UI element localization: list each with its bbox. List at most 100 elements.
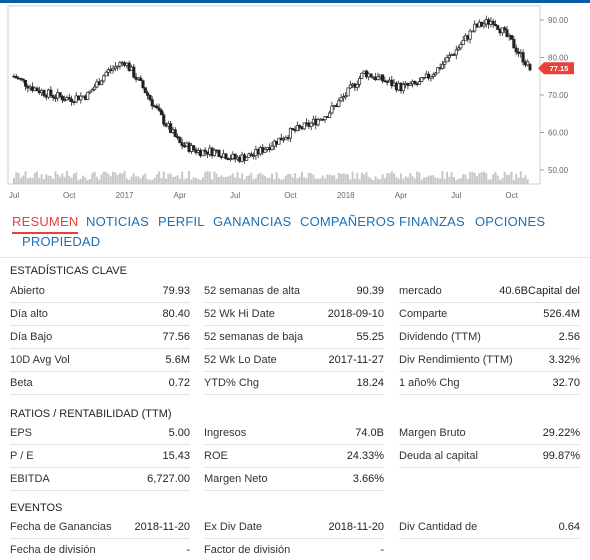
volume-bar <box>29 177 32 184</box>
tab-perfil[interactable]: PERFIL <box>158 214 205 229</box>
volume-bar <box>517 177 520 184</box>
price-chart[interactable]: 90.00 80.00 70.00 60.00 50.00 Jul Oct 2017 Apr Ju… <box>0 4 590 204</box>
candle-body <box>162 114 166 125</box>
volume-bar <box>17 172 20 184</box>
tab-ganancias[interactable]: GANANCIAS <box>213 214 292 229</box>
candle-body <box>86 92 90 100</box>
volume-bar <box>420 179 423 184</box>
volume-bar <box>38 177 41 184</box>
volume-bar <box>505 174 508 184</box>
stat-value: 40.6BCapital del <box>499 285 580 297</box>
candle-body <box>302 122 306 130</box>
tab-propiedad[interactable]: PROPIEDAD <box>22 234 101 249</box>
stat-label: mercado <box>399 285 442 297</box>
candle-body <box>79 95 83 101</box>
volume-bar <box>215 173 218 184</box>
stat-label: 52 Wk Hi Date <box>204 308 275 320</box>
volume-bar <box>427 175 430 184</box>
stat-label: Día alto <box>10 308 48 320</box>
candle-body <box>413 80 417 84</box>
candle-body <box>473 23 477 32</box>
candle-body <box>503 27 507 31</box>
volume-bar <box>296 178 299 184</box>
volume-bar <box>201 177 204 184</box>
volume-bar <box>234 177 237 184</box>
candle-body <box>417 81 421 85</box>
candle-body <box>141 80 145 88</box>
stat-row: 52 semanas de baja 55.25 <box>204 326 384 349</box>
candle-body <box>376 76 380 80</box>
candle-body <box>323 116 327 121</box>
volume-bar <box>312 174 315 184</box>
volume-bar <box>183 179 186 184</box>
y-tick-label: 90.00 <box>548 16 569 25</box>
candle-body <box>70 98 74 103</box>
volume-bar <box>353 178 356 184</box>
volume-bar <box>356 172 359 184</box>
volume-bar <box>181 171 184 184</box>
volume-bar <box>280 179 283 184</box>
stat-row: Ingresos 74.0B <box>204 422 384 445</box>
stat-value: 5.00 <box>168 427 190 439</box>
volume-bar <box>404 176 407 184</box>
stat-row: Margen Neto 3.66% <box>204 468 384 491</box>
volume-bar <box>100 174 103 184</box>
ratios-title: RATIOS / RENTABILIDAD (TTM) <box>10 408 172 420</box>
stat-row: Día Bajo 77.56 <box>10 326 190 349</box>
candle-body <box>277 137 281 145</box>
stat-row: Div Rendimiento (TTM) 3.32% <box>399 349 580 372</box>
x-tick-label: Jul <box>451 191 461 200</box>
candle-body <box>436 67 440 74</box>
candle-body <box>401 84 405 92</box>
stat-row: Abierto 79.93 <box>10 280 190 303</box>
candle-body <box>330 105 334 114</box>
volume-bar <box>227 176 230 184</box>
volume-bar <box>75 172 78 184</box>
price-badge <box>538 62 574 75</box>
stat-row: 52 Wk Hi Date 2018-09-10 <box>204 303 384 326</box>
volume-bar <box>434 177 437 184</box>
volume-bar <box>416 171 419 184</box>
candle-body <box>35 87 39 92</box>
y-tick-label: 70.00 <box>548 91 569 100</box>
volume-bar <box>411 176 414 184</box>
volume-bar <box>169 173 172 184</box>
volume-bar <box>153 177 156 184</box>
volume-bar <box>524 175 527 184</box>
volume-bar <box>250 172 253 184</box>
candle-body <box>23 79 28 87</box>
volume-bar <box>218 177 221 184</box>
stat-value: 55.25 <box>356 331 384 343</box>
candle-body <box>224 153 228 160</box>
volume-bar <box>257 173 260 184</box>
volume-bar <box>47 175 50 184</box>
stat-label: Fecha de Ganancias <box>10 521 112 533</box>
volume-bar <box>142 175 144 184</box>
candle-body <box>233 153 237 160</box>
candle-body <box>505 29 509 37</box>
stat-row: Fecha de división - <box>10 539 190 560</box>
volume-bar <box>105 171 108 184</box>
candle-body <box>104 71 108 77</box>
tab-finanzas[interactable]: FINANZAS <box>399 214 465 229</box>
tab-noticias[interactable]: NOTICIAS <box>86 214 149 229</box>
volume-bar <box>236 172 239 184</box>
volume-bar <box>310 173 313 184</box>
volume-bar <box>393 173 396 184</box>
stat-value: 6,727.00 <box>147 473 190 485</box>
x-tick-label: Oct <box>284 191 297 200</box>
volume-bar <box>213 171 216 184</box>
candle-body <box>176 136 180 139</box>
candle-body <box>270 145 274 150</box>
tab-companeros[interactable]: COMPAÑEROS <box>300 214 395 229</box>
stat-label: Ex Div Date <box>204 521 263 533</box>
volume-bar <box>70 177 73 184</box>
candle-body <box>93 86 97 90</box>
candle-body <box>510 34 514 40</box>
tab-opciones[interactable]: OPCIONES <box>475 214 546 229</box>
volume-bar <box>42 179 45 184</box>
volume-bar <box>61 173 64 184</box>
tab-resumen[interactable]: RESUMEN <box>12 214 79 234</box>
stat-value: 2018-11-20 <box>134 521 190 533</box>
volume-bar <box>118 172 121 184</box>
